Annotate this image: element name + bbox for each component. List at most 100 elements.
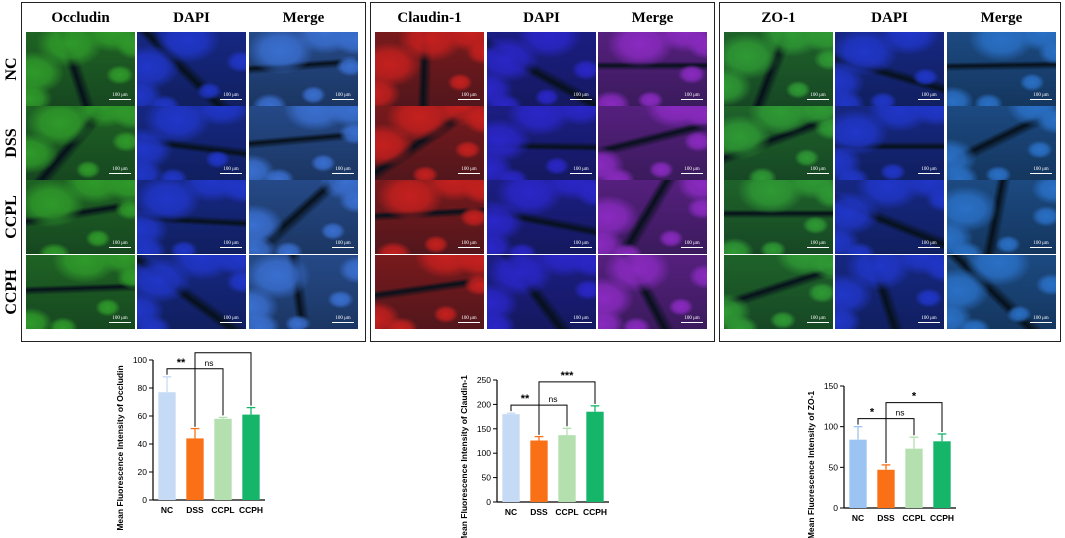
scale-bar: 100 μm [681, 93, 703, 100]
column-header: DAPI [173, 10, 210, 26]
micrograph-image: 100 μm [835, 255, 944, 329]
bar [242, 414, 260, 500]
row-label: CCPL [3, 195, 20, 239]
micrograph-image: 100 μm [487, 255, 596, 329]
column-header: Claudin-1 [397, 10, 462, 26]
significance-bracket [194, 352, 252, 427]
significance-label: *** [561, 370, 575, 382]
micrograph-image: 100 μm [947, 32, 1056, 106]
y-tick-label: 250 [477, 375, 491, 385]
scale-bar: 100 μm [570, 93, 592, 100]
x-tick-label: NC [161, 505, 173, 515]
micrograph-image: 100 μm [724, 255, 833, 329]
y-tick-label: 60 [138, 411, 148, 421]
micrograph-image: 100 μm [835, 180, 944, 254]
significance-label: ** [177, 357, 186, 369]
scale-bar: 100 μm [570, 167, 592, 174]
scale-bar: 100 μm [807, 93, 829, 100]
scale-bar: 100 μm [681, 316, 703, 323]
x-tick-label: DSS [530, 507, 548, 517]
scale-bar: 100 μm [918, 167, 940, 174]
bar [158, 392, 176, 500]
scale-bar: 100 μm [220, 316, 242, 323]
y-tick-label: 100 [824, 422, 838, 432]
significance-bracket [885, 402, 943, 463]
column-header: DAPI [871, 10, 908, 26]
y-tick-label: 100 [133, 355, 147, 365]
scale-bar: 100 μm [458, 167, 480, 174]
micrograph-image: 100 μm [375, 255, 484, 329]
x-tick-label: CCPL [902, 513, 925, 523]
micrograph-image: 100 μm [375, 180, 484, 254]
scale-bar: 100 μm [332, 316, 354, 323]
scale-bar: 100 μm [918, 241, 940, 248]
row-label: CCPH [3, 269, 20, 315]
y-axis-label: Mean Fluorescence Intensity of Occludin [115, 365, 125, 530]
y-axis-label: Mean Fluorescence Intensity of ZO-1 [806, 391, 816, 538]
x-tick-label: DSS [877, 513, 895, 523]
micrograph-image: 100 μm [375, 106, 484, 180]
y-tick-label: 80 [138, 383, 148, 393]
micrograph-image: 100 μm [249, 180, 358, 254]
micrograph-image: 100 μm [487, 32, 596, 106]
row-label: NC [3, 57, 20, 81]
micrograph-image: 100 μm [487, 106, 596, 180]
micrograph-panel [719, 2, 1061, 342]
bar [502, 414, 520, 502]
scale-bar: 100 μm [807, 241, 829, 248]
column-header: Merge [282, 10, 325, 26]
micrograph-image: 100 μm [598, 255, 707, 329]
scale-bar: 100 μm [681, 241, 703, 248]
bar [214, 418, 232, 500]
scale-bar: 100 μm [332, 241, 354, 248]
scale-bar: 100 μm [570, 241, 592, 248]
x-tick-label: CCPL [211, 505, 234, 515]
column-header: Merge [631, 10, 674, 26]
significance-label: * [912, 391, 917, 403]
micrograph-image: 100 μm [137, 255, 246, 329]
micrograph-panel [370, 2, 715, 342]
micrograph-image: 100 μm [487, 180, 596, 254]
y-tick-label: 0 [486, 497, 491, 507]
scale-bar: 100 μm [332, 93, 354, 100]
y-tick-label: 150 [477, 424, 491, 434]
micrograph-image: 100 μm [724, 180, 833, 254]
x-tick-label: NC [505, 507, 517, 517]
scale-bar: 100 μm [1030, 93, 1052, 100]
significance-bracket [538, 404, 568, 435]
micrograph-image: 100 μm [249, 106, 358, 180]
micrograph-image: 100 μm [137, 32, 246, 106]
significance-label: ns [896, 408, 905, 418]
micrograph-image: 100 μm [947, 255, 1056, 329]
scale-bar: 100 μm [109, 167, 131, 174]
micrograph-image: 100 μm [598, 106, 707, 180]
y-tick-label: 40 [138, 439, 148, 449]
micrograph-image: 100 μm [835, 106, 944, 180]
scale-bar: 100 μm [458, 316, 480, 323]
scale-bar: 100 μm [220, 241, 242, 248]
row-label: DSS [3, 128, 20, 158]
scale-bar: 100 μm [1030, 167, 1052, 174]
column-header: Merge [980, 10, 1023, 26]
significance-label: ns [549, 394, 558, 404]
bar [905, 448, 923, 508]
micrograph-image: 100 μm [137, 180, 246, 254]
scale-bar: 100 μm [220, 93, 242, 100]
bar-chart: 0 20 40 60 80 100 NC DSS CCPL CCPH ** ns * Mean Fluor… [115, 348, 265, 531]
x-tick-label: CCPH [239, 505, 263, 515]
scale-bar: 100 μm [458, 93, 480, 100]
y-tick-label: 200 [477, 399, 491, 409]
column-header: Occludin [51, 10, 110, 26]
scale-bar: 100 μm [807, 316, 829, 323]
significance-label: ** [521, 393, 530, 405]
bar [530, 440, 548, 502]
bar [877, 469, 895, 508]
micrograph-image: 100 μm [249, 255, 358, 329]
column-header: ZO-1 [761, 10, 796, 26]
significance-bracket [538, 381, 596, 435]
micrograph-image: 100 μm [724, 32, 833, 106]
significance-label: * [870, 407, 875, 419]
bar [849, 439, 867, 508]
micrograph-image: 100 μm [249, 32, 358, 106]
x-tick-label: NC [852, 513, 864, 523]
